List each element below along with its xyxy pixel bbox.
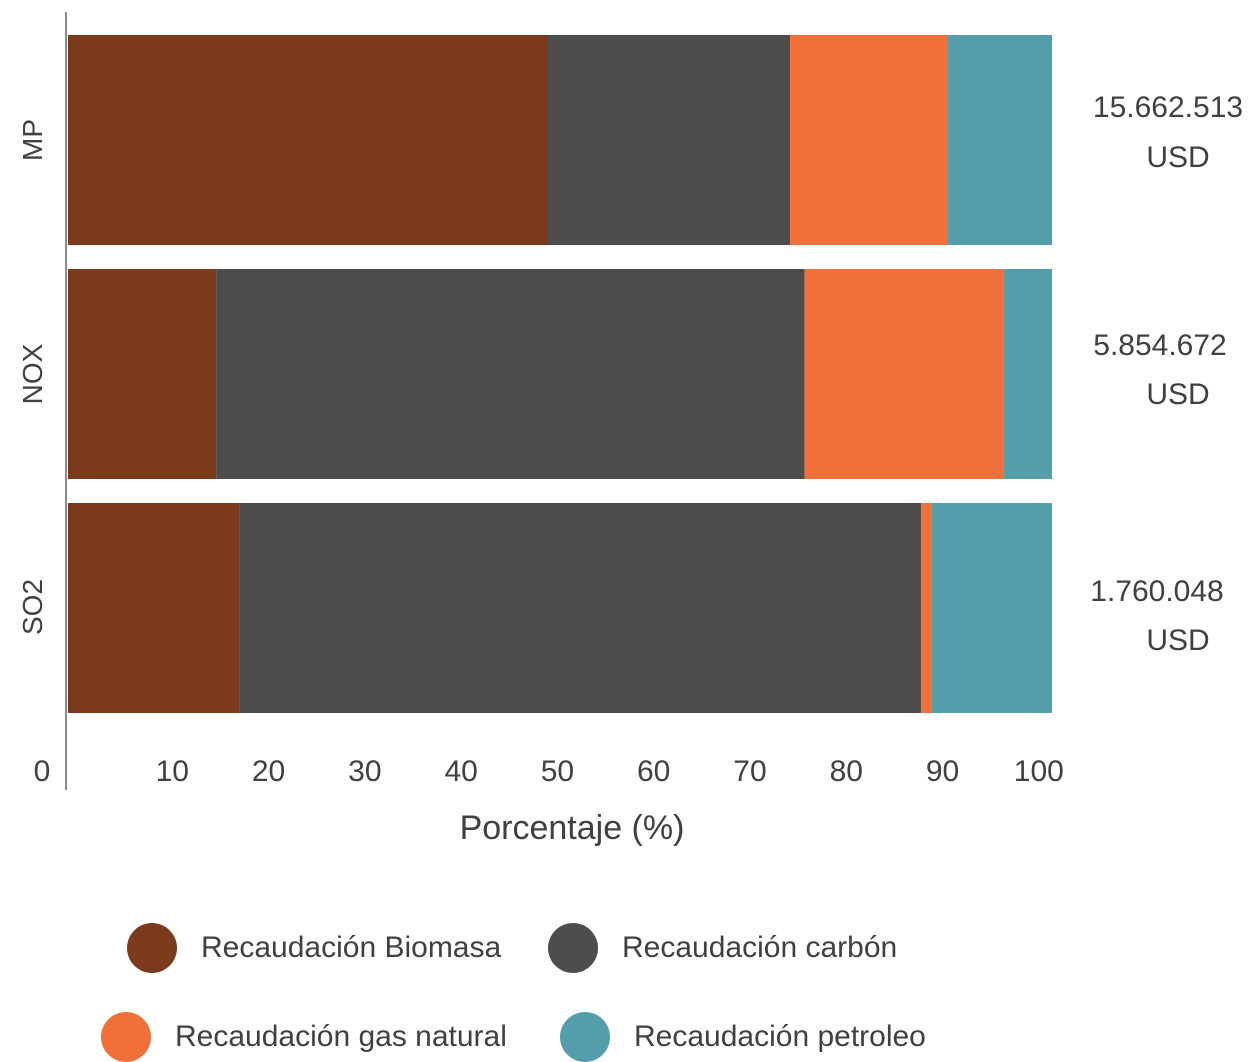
total-unit-so2: USD xyxy=(1146,624,1209,657)
category-label-nox: NOX xyxy=(17,343,48,404)
x-tick-label-80: 80 xyxy=(830,755,863,788)
bar-segment-nox-carbon xyxy=(216,269,805,479)
bar-segment-nox-petroleo xyxy=(1003,269,1052,479)
bar-segment-nox-gas-natural xyxy=(804,269,1004,479)
total-unit-mp: USD xyxy=(1146,141,1209,174)
x-tick-label-40: 40 xyxy=(444,755,477,788)
x-tick-label-30: 30 xyxy=(348,755,381,788)
bar-segment-so2-petroleo xyxy=(931,503,1052,713)
total-value-nox: 5.854.672 xyxy=(1093,329,1226,362)
bar-segment-so2-biomasa xyxy=(68,503,240,713)
category-label-so2: SO2 xyxy=(17,579,48,635)
bar-segment-mp-gas-natural xyxy=(790,35,949,245)
total-value-mp: 15.662.513 xyxy=(1093,91,1243,124)
total-value-so2: 1.760.048 xyxy=(1090,575,1223,608)
x-tick-labels: 0 10 20 30 40 50 60 70 80 90 100 xyxy=(34,755,1064,788)
x-tick-label-50: 50 xyxy=(541,755,574,788)
bar-segment-so2-gas-natural xyxy=(921,503,932,713)
x-tick-label-10: 10 xyxy=(156,755,189,788)
bars-layer xyxy=(68,35,1052,713)
x-tick-label-90: 90 xyxy=(926,755,959,788)
x-tick-label-0: 0 xyxy=(34,755,51,788)
bar-segment-mp-biomasa xyxy=(68,35,548,245)
bar-segment-nox-biomasa xyxy=(68,269,217,479)
x-axis-title: Porcentaje (%) xyxy=(460,809,685,847)
x-tick-label-70: 70 xyxy=(733,755,766,788)
category-label-mp: MP xyxy=(17,119,48,161)
bar-segment-mp-carbon xyxy=(547,35,791,245)
bar-segment-so2-carbon xyxy=(239,503,922,713)
total-unit-nox: USD xyxy=(1146,378,1209,411)
x-tick-label-60: 60 xyxy=(637,755,670,788)
bar-segment-mp-petroleo xyxy=(948,35,1052,245)
x-tick-label-20: 20 xyxy=(252,755,285,788)
x-tick-label-100: 100 xyxy=(1014,755,1064,788)
